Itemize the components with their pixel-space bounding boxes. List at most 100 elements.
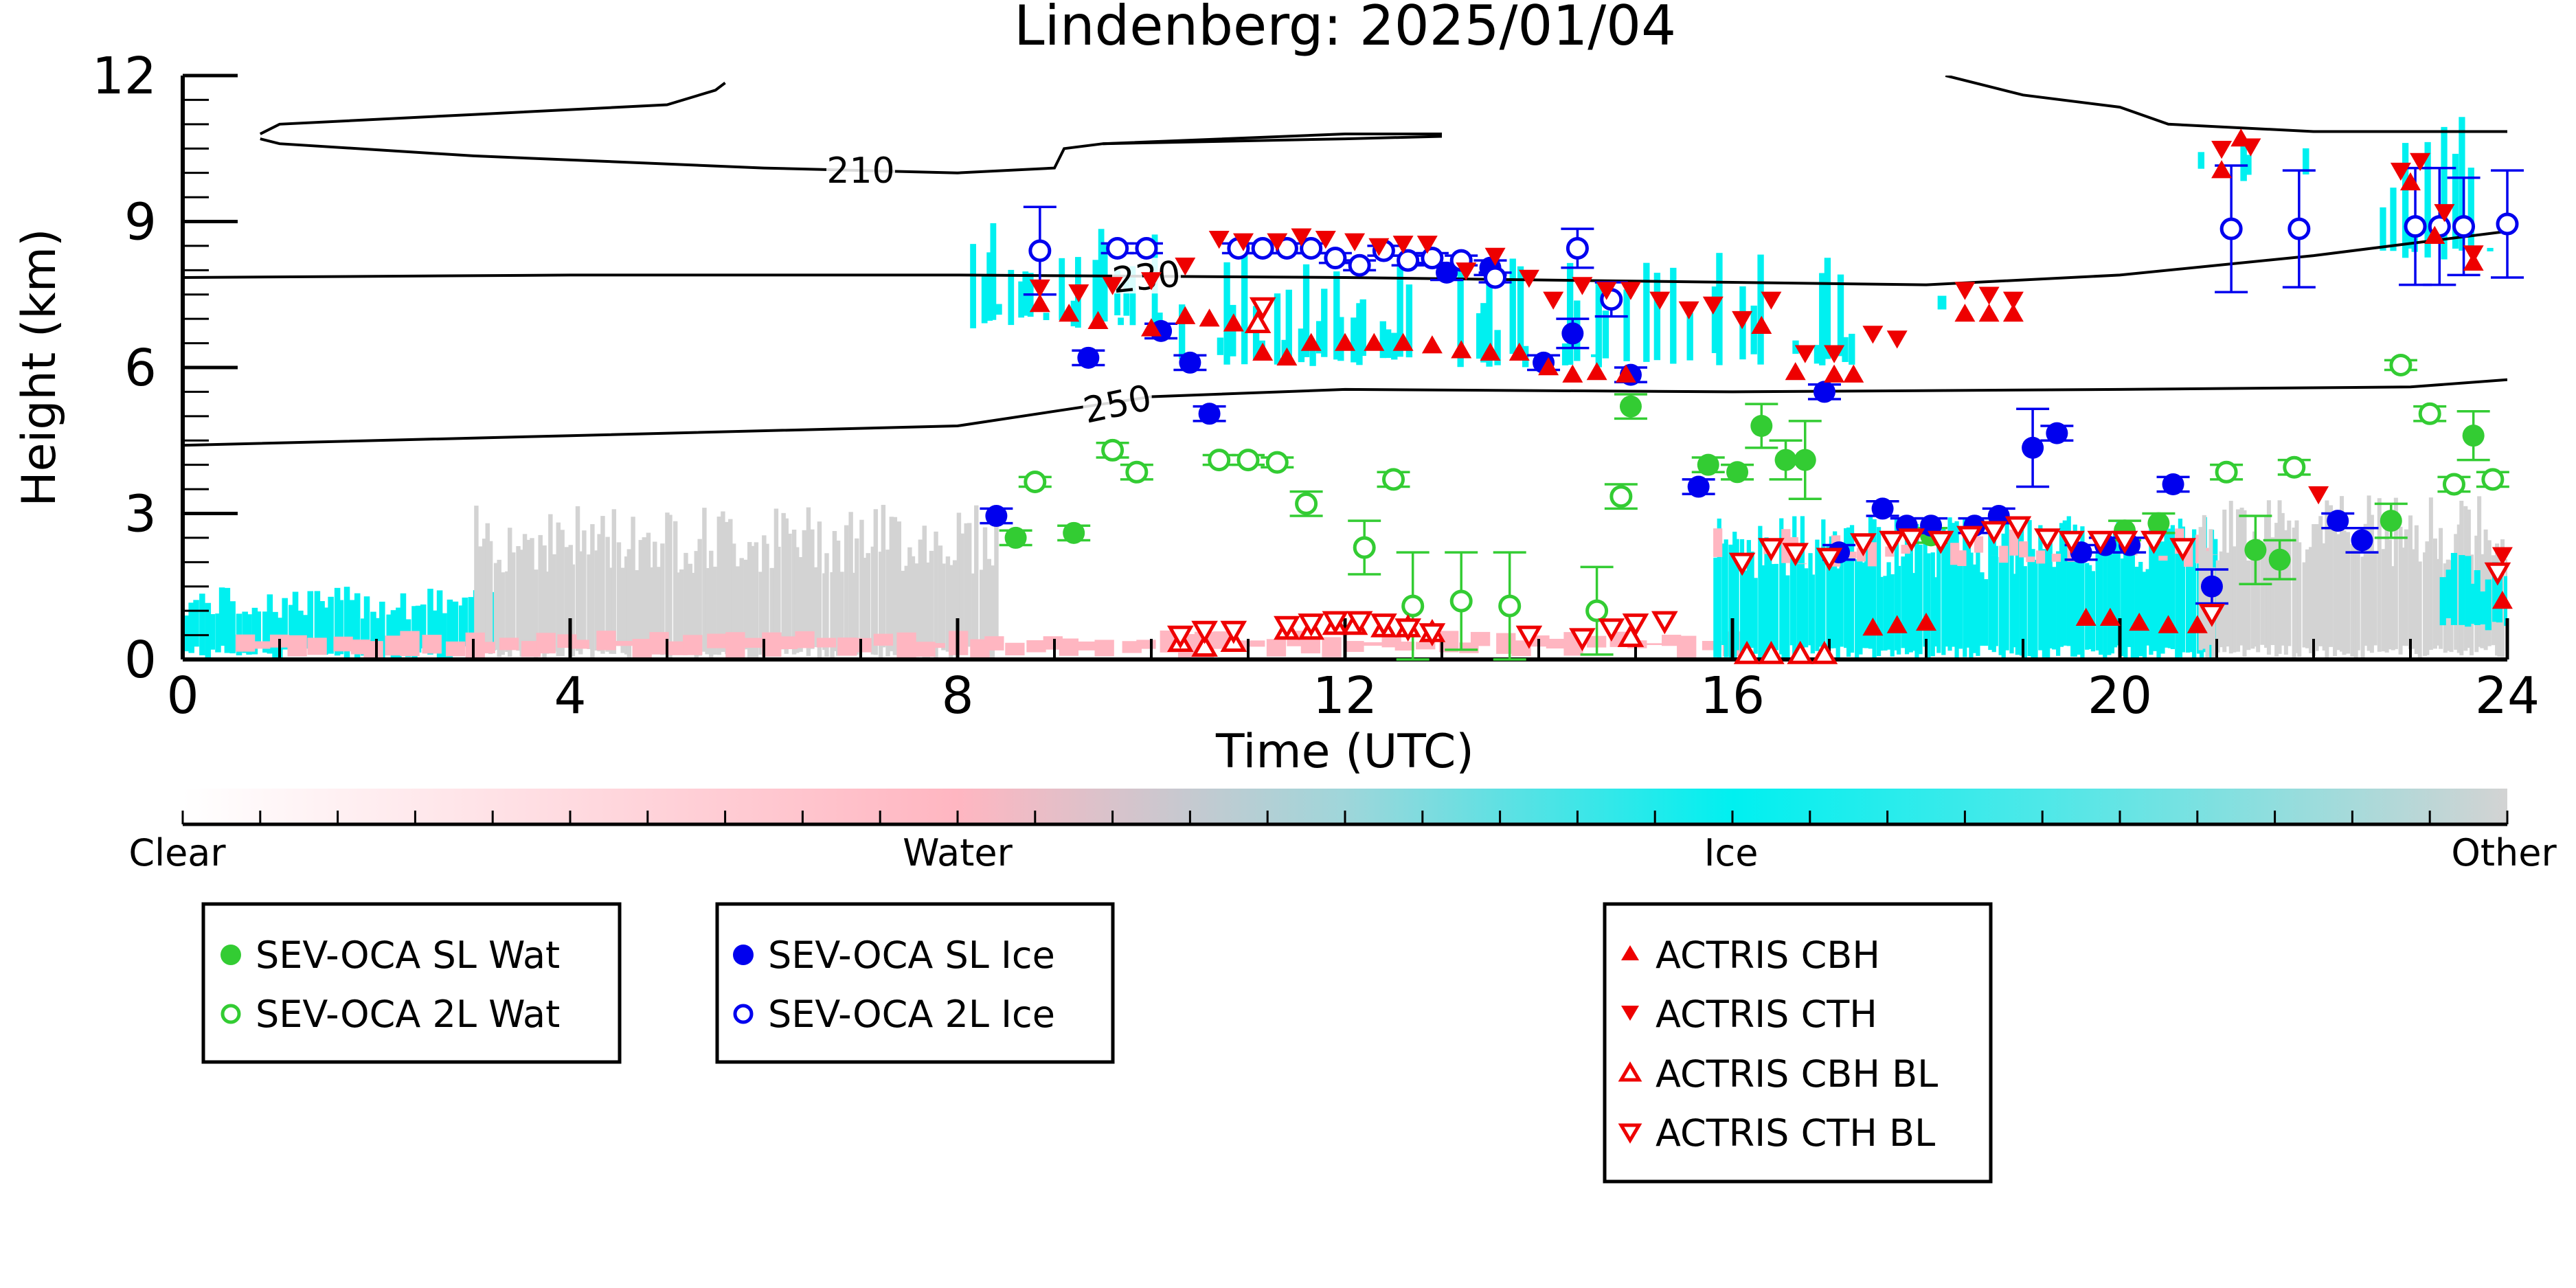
water-echo — [1713, 528, 1723, 557]
data-point — [2158, 615, 2179, 633]
water-echo — [1797, 563, 1807, 565]
data-point — [2162, 473, 2184, 495]
water-echo — [1322, 637, 1342, 657]
other-echo — [616, 542, 622, 646]
water-echo — [422, 635, 442, 654]
water-echo — [1901, 545, 1910, 554]
other-echo — [560, 530, 565, 657]
data-point — [1368, 238, 1390, 256]
other-echo — [762, 535, 767, 653]
ice-echo — [1849, 525, 1855, 653]
ice-echo — [2445, 569, 2452, 618]
ice-echo — [1223, 262, 1230, 365]
ice-echo — [297, 610, 304, 653]
data-point — [1101, 438, 1125, 462]
ice-echo — [1824, 258, 1831, 359]
ice-echo — [1724, 539, 1728, 657]
data-point — [1063, 521, 1085, 544]
data-point — [2418, 402, 2441, 425]
data-point — [2442, 473, 2465, 496]
data-point — [2046, 422, 2068, 444]
y-tick-label: 9 — [124, 193, 157, 252]
data-point — [1687, 475, 1710, 498]
other-echo — [929, 550, 934, 651]
ice-echo — [1976, 536, 1980, 656]
data-point — [1751, 315, 1772, 334]
water-echo — [569, 640, 589, 649]
other-echo — [650, 567, 655, 653]
other-echo — [994, 517, 999, 648]
water-echo — [1394, 641, 1414, 651]
legend-marker-cbh — [1621, 945, 1639, 960]
ice-echo — [205, 602, 212, 659]
water-echo — [1136, 640, 1156, 649]
data-point — [1348, 253, 1371, 277]
ice-echo — [2066, 516, 2071, 646]
ice-echo — [1829, 536, 1834, 648]
other-echo — [488, 541, 493, 655]
other-echo — [2340, 496, 2345, 652]
data-point — [1068, 284, 1089, 303]
other-echo — [538, 534, 543, 653]
data-point — [1456, 262, 1477, 281]
ice-echo — [2180, 526, 2186, 653]
other-echo — [505, 571, 510, 653]
other-echo — [747, 542, 752, 658]
ice-echo — [2062, 520, 2067, 646]
data-point — [1300, 236, 1323, 260]
data-point — [1029, 293, 1050, 313]
water-echo — [596, 631, 616, 651]
ice-echo — [2303, 148, 2309, 174]
legend-label-2l-wat: SEV-OCA 2L Wat — [256, 993, 560, 1036]
ice-echo — [452, 601, 459, 654]
water-echo — [1363, 642, 1383, 646]
ice-echo — [1826, 545, 1831, 652]
data-point — [1651, 611, 1678, 635]
data-point — [2211, 141, 2233, 159]
x-tick-label: 4 — [554, 666, 586, 725]
ice-echo — [1686, 313, 1693, 361]
ice-echo — [1758, 526, 1763, 659]
ice-echo — [1480, 303, 1487, 363]
other-echo — [635, 569, 640, 652]
other-echo — [873, 509, 879, 655]
data-point — [1295, 492, 1318, 515]
data-point — [1220, 620, 1247, 644]
other-echo — [949, 565, 953, 659]
data-point — [2452, 215, 2476, 238]
ice-echo — [349, 600, 355, 647]
data-point — [1382, 468, 1405, 491]
x-tick-label: 16 — [1700, 666, 1765, 725]
other-echo — [522, 534, 528, 646]
other-echo — [904, 565, 909, 645]
ice-echo — [2149, 526, 2154, 655]
other-echo — [564, 547, 569, 646]
data-point — [2200, 575, 2223, 598]
data-point — [1300, 332, 1322, 351]
other-echo — [725, 521, 730, 655]
ice-echo — [1309, 348, 1316, 366]
ice-echo — [1890, 574, 1895, 657]
other-echo — [590, 524, 595, 658]
other-echo — [2363, 523, 2368, 646]
water-echo — [1974, 536, 1984, 553]
data-point — [1249, 297, 1276, 321]
other-echo — [638, 540, 643, 657]
ice-echo — [995, 304, 1002, 315]
data-point — [1233, 233, 1254, 251]
data-point — [1561, 322, 1584, 345]
data-point — [1619, 395, 1642, 418]
ice-echo — [2160, 541, 2165, 654]
ice-echo — [2459, 555, 2465, 625]
other-echo — [934, 531, 938, 659]
ice-echo — [1602, 310, 1609, 359]
ice-echo — [1757, 254, 1764, 365]
other-echo — [956, 512, 962, 649]
y-tick-label: 6 — [124, 339, 157, 398]
other-echo — [2256, 539, 2261, 653]
other-echo — [556, 522, 561, 657]
ice-echo — [1833, 531, 1838, 648]
other-echo — [2252, 531, 2257, 647]
data-point — [1615, 364, 1636, 383]
data-point — [1199, 308, 1220, 327]
